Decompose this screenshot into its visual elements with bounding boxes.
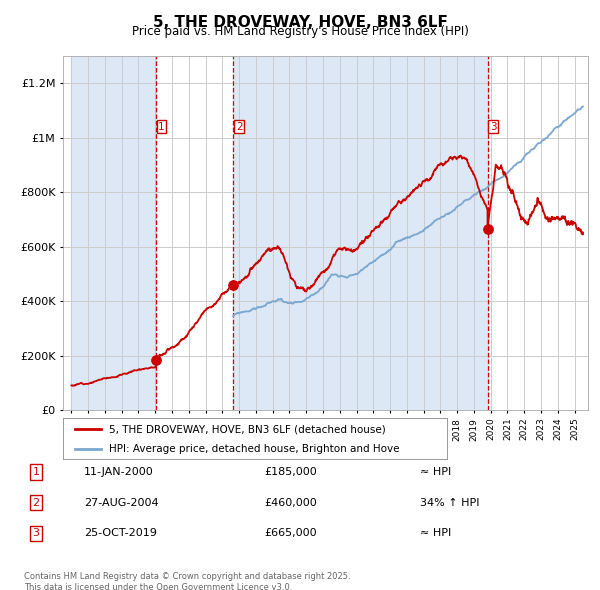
Text: 5, THE DROVEWAY, HOVE, BN3 6LF (detached house): 5, THE DROVEWAY, HOVE, BN3 6LF (detached… (109, 424, 386, 434)
Text: 5, THE DROVEWAY, HOVE, BN3 6LF: 5, THE DROVEWAY, HOVE, BN3 6LF (152, 15, 448, 30)
Text: Contains HM Land Registry data © Crown copyright and database right 2025.
This d: Contains HM Land Registry data © Crown c… (24, 572, 350, 590)
Text: 2: 2 (236, 122, 242, 132)
Text: 2: 2 (32, 498, 40, 507)
Text: 1: 1 (32, 467, 40, 477)
Text: ≈ HPI: ≈ HPI (420, 529, 451, 538)
Text: 11-JAN-2000: 11-JAN-2000 (84, 467, 154, 477)
Text: ≈ HPI: ≈ HPI (420, 467, 451, 477)
Text: 3: 3 (32, 529, 40, 538)
Text: £185,000: £185,000 (264, 467, 317, 477)
Bar (71, 56, 156, 410)
Text: £460,000: £460,000 (264, 498, 317, 507)
Text: HPI: Average price, detached house, Brighton and Hove: HPI: Average price, detached house, Brig… (109, 444, 400, 454)
Bar (233, 56, 488, 410)
Point (483, 224, 493, 234)
Point (151, 355, 161, 365)
Text: 25-OCT-2019: 25-OCT-2019 (84, 529, 157, 538)
Text: Price paid vs. HM Land Registry's House Price Index (HPI): Price paid vs. HM Land Registry's House … (131, 25, 469, 38)
Text: 34% ↑ HPI: 34% ↑ HPI (420, 498, 479, 507)
Text: £665,000: £665,000 (264, 529, 317, 538)
Point (229, 280, 238, 290)
Text: 3: 3 (490, 122, 497, 132)
Text: 27-AUG-2004: 27-AUG-2004 (84, 498, 158, 507)
Text: 1: 1 (158, 122, 165, 132)
